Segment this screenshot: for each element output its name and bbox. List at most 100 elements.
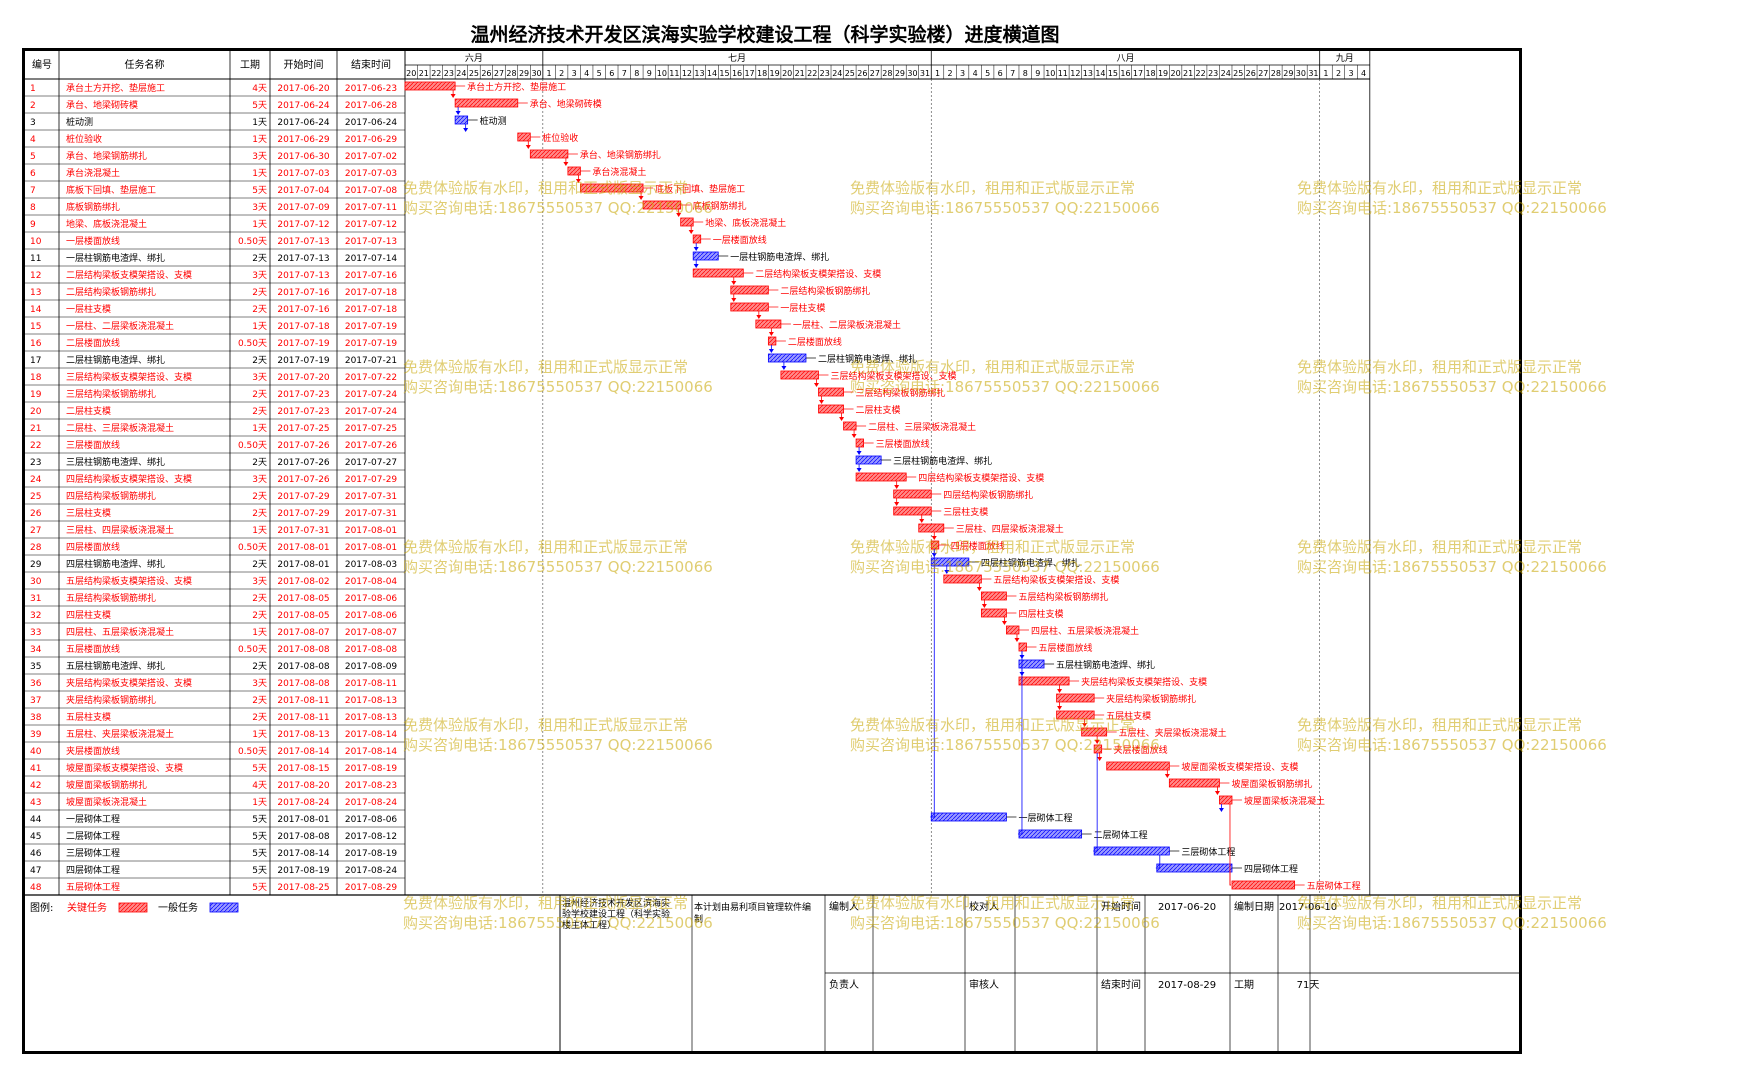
day-tick-label: 24 — [1221, 69, 1231, 78]
task-start: 2017-08-11 — [277, 696, 329, 706]
gantt-bar — [930, 540, 940, 550]
day-tick-label: 24 — [832, 69, 842, 78]
gantt-frame: 编号 任务名称 工期 开始时间 结束时间 六月 20 21 22 23 24 25 26 27 28 29 30… — [22, 48, 1522, 1054]
dependency-arrow — [856, 468, 862, 472]
task-start: 2017-08-01 — [277, 543, 329, 553]
table-row: 29 四层柱钢筋电渣焊、绑扎 2天 2017-08-01 2017-08-03 — [30, 558, 397, 570]
task-duration: 2天 — [252, 492, 267, 502]
day-tick-label: 9 — [647, 69, 652, 78]
task-start: 2017-06-30 — [277, 152, 330, 162]
dependency-arrow — [781, 366, 787, 370]
dependency-arrow — [976, 587, 982, 591]
chart-title: 温州经济技术开发区滨海实验学校建设工程（科学实验楼）进度横道图 — [470, 24, 1060, 46]
task-duration: 5天 — [252, 186, 267, 196]
task-name: 夹层结构梁板支模架搭设、支模 — [66, 677, 192, 689]
task-duration: 5天 — [252, 832, 267, 842]
table-row: 40 夹层楼面放线 0.50天 2017-08-14 2017-08-14 — [30, 745, 397, 757]
task-id: 12 — [30, 271, 41, 281]
dependency-arrow — [563, 162, 569, 166]
task-name: 三层柱钢筋电渣焊、绑扎 — [66, 456, 165, 468]
task-name: 夹层结构梁板钢筋绑扎 — [66, 694, 156, 706]
day-tick-label: 26 — [1246, 69, 1256, 78]
task-duration: 2天 — [252, 288, 267, 298]
month-label: 九月 — [1336, 53, 1354, 64]
dependency-arrow — [1164, 774, 1170, 778]
day-tick-label: 3 — [572, 69, 577, 78]
dependency-arrow — [693, 247, 699, 251]
dependency-arrow — [768, 349, 774, 353]
task-id: 45 — [30, 832, 41, 842]
task-duration: 2天 — [252, 611, 267, 621]
dependency-arrow — [1082, 723, 1088, 727]
day-tick-label: 30 — [907, 69, 917, 78]
task-id: 1 — [30, 84, 36, 94]
task-start: 2017-08-19 — [277, 866, 330, 876]
bar-label: 四层楼面放线 — [951, 540, 1005, 552]
task-duration: 2天 — [252, 696, 267, 706]
task-duration: 0.50天 — [238, 543, 267, 553]
task-id: 36 — [30, 679, 42, 689]
task-start: 2017-08-08 — [277, 662, 330, 672]
dependency-arrow — [1218, 808, 1224, 812]
bar-label: 四层结构梁板钢筋绑扎 — [943, 489, 1033, 501]
day-tick-label: 29 — [1283, 69, 1293, 78]
day-tick-label: 5 — [597, 69, 602, 78]
task-start: 2017-08-14 — [277, 747, 330, 757]
gantt-bar — [855, 472, 907, 482]
dependency-arrow — [575, 179, 581, 183]
task-id: 48 — [30, 883, 42, 893]
task-start: 2017-06-29 — [277, 135, 330, 145]
task-name: 承台、地梁钢筋绑扎 — [66, 150, 147, 162]
day-tick-label: 21 — [1183, 69, 1193, 78]
task-duration: 5天 — [252, 849, 267, 859]
gantt-bar — [692, 234, 702, 244]
bar-label: 四层砌体工程 — [1244, 863, 1298, 875]
task-id: 43 — [30, 798, 41, 808]
gantt-bar — [1231, 880, 1296, 890]
task-id: 8 — [30, 203, 36, 213]
task-start: 2017-07-29 — [277, 492, 330, 502]
task-name: 二层砌体工程 — [66, 830, 120, 842]
bar-label: 四层柱支模 — [1018, 608, 1063, 620]
day-tick-label: 27 — [1258, 69, 1268, 78]
table-row: 12 二层结构梁板支模架搭设、支模 3天 2017-07-13 2017-07-16 — [30, 269, 397, 281]
task-name: 二层结构梁板支模架搭设、支模 — [66, 269, 192, 281]
gantt-bar — [1018, 829, 1083, 839]
day-tick-label: 27 — [870, 69, 880, 78]
task-end: 2017-08-14 — [345, 747, 398, 757]
task-name: 三层结构梁板钢筋绑扎 — [66, 388, 156, 400]
task-name: 承台、地梁砌砖模 — [66, 99, 138, 111]
bar-label: 二层砌体工程 — [1094, 829, 1148, 841]
task-duration: 3天 — [252, 271, 267, 281]
day-tick-label: 17 — [744, 69, 754, 78]
table-row: 14 一层柱支模 2天 2017-07-16 2017-07-18 — [30, 303, 397, 315]
task-id: 15 — [30, 322, 41, 332]
task-duration: 0.50天 — [238, 441, 267, 451]
table-row: 7 底板下回填、垫层施工 5天 2017-07-04 2017-07-08 — [30, 184, 397, 196]
table-row: 33 四层柱、五层梁板浇混凝土 1天 2017-08-07 2017-08-07 — [30, 626, 397, 638]
bar-label: 承台浇混凝土 — [592, 166, 646, 178]
gantt-bar — [855, 455, 882, 465]
task-end: 2017-08-06 — [345, 815, 398, 825]
task-duration: 1天 — [252, 135, 267, 145]
task-duration: 5天 — [252, 764, 267, 774]
day-tick-label: 20 — [782, 69, 792, 78]
task-end: 2017-07-21 — [345, 356, 397, 366]
table-row: 15 一层柱、二层梁板浇混凝土 1天 2017-07-18 2017-07-19 — [30, 320, 397, 332]
month-label: 七月 — [728, 53, 746, 64]
task-name: 底板钢筋绑扎 — [66, 201, 120, 213]
task-duration: 1天 — [252, 730, 267, 740]
footer-label-editor: 编制人 — [829, 900, 859, 913]
day-tick-label: 26 — [481, 69, 491, 78]
task-name: 坡屋面梁板钢筋绑扎 — [66, 779, 147, 791]
gantt-bar — [918, 523, 945, 533]
task-name: 一层楼面放线 — [66, 235, 120, 247]
gantt-bar — [1018, 676, 1070, 686]
bar-label: 二层柱支模 — [856, 404, 901, 416]
gantt-bar — [730, 302, 769, 312]
table-row: 32 四层柱支模 2天 2017-08-05 2017-08-06 — [30, 609, 397, 621]
day-tick-label: 23 — [444, 69, 454, 78]
task-duration: 4天 — [252, 781, 267, 791]
day-tick-label: 29 — [895, 69, 905, 78]
gantt-bar — [755, 319, 782, 329]
